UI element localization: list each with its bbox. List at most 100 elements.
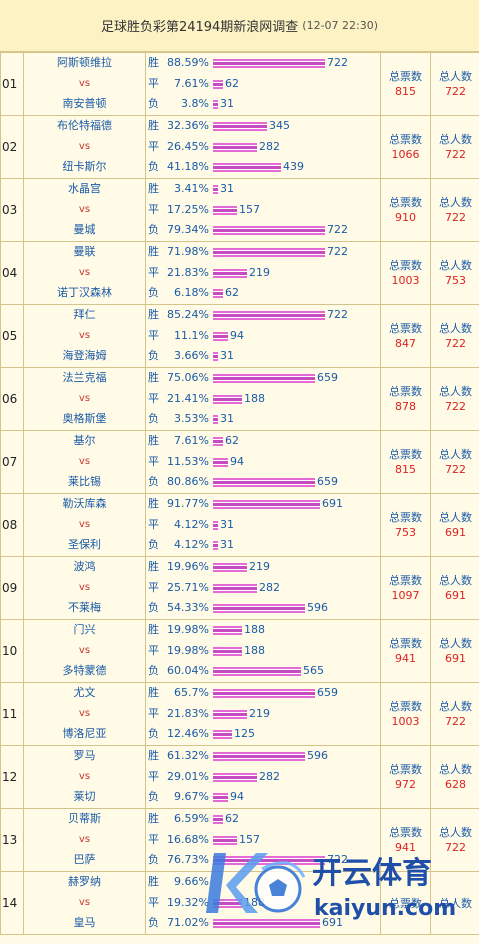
home-team[interactable]: 罗马: [73, 749, 96, 763]
stat-row-draw: 平 4.12% 31: [148, 515, 380, 536]
home-team[interactable]: 尤文: [73, 686, 96, 700]
match-teams: 布伦特福德 vs 纽卡斯尔: [23, 115, 146, 179]
home-team[interactable]: 赫罗纳: [68, 875, 101, 889]
stat-count-loss: 94: [230, 790, 244, 804]
stat-label-loss: 负: [148, 853, 159, 867]
stat-percent-win: 19.98%: [167, 623, 209, 637]
total-people-label: 总人数: [439, 385, 472, 398]
home-team[interactable]: 基尔: [73, 434, 96, 448]
match-row: 09 波鸿 vs 不莱梅 胜 19.96% 219 平 25.71% 282 负 54.33% 596 总…: [0, 556, 479, 620]
stat-percent-draw: 26.45%: [167, 139, 209, 153]
stat-count-win: 62: [225, 812, 239, 826]
away-team[interactable]: 博洛尼亚: [62, 727, 107, 741]
away-team[interactable]: 海登海姆: [62, 349, 107, 363]
home-team[interactable]: 拜仁: [73, 308, 96, 322]
total-people-label: 总人数: [439, 826, 472, 839]
stat-row-win: 胜 91.77% 691: [148, 494, 380, 515]
survey-time: (12-07 22:30): [302, 19, 379, 32]
stat-bar-draw: [213, 835, 237, 845]
vs-label: vs: [78, 833, 91, 845]
stat-row-win: 胜 85.24% 722: [148, 305, 380, 326]
total-votes-value: 847: [395, 337, 416, 350]
match-row: 07 基尔 vs 莱比锡 胜 7.61% 62 平 11.53% 94 负 80.86% 659 总票数 8…: [0, 430, 479, 494]
stat-label-loss: 负: [148, 601, 159, 615]
away-team[interactable]: 圣保利: [68, 538, 101, 552]
away-team[interactable]: 诺丁汉森林: [57, 286, 112, 300]
total-people-cell: 总人数 722: [430, 178, 479, 242]
stat-row-loss: 负 79.34% 722: [148, 220, 380, 241]
stat-label-draw: 平: [148, 265, 159, 279]
stat-row-win: 胜 7.61% 62: [148, 431, 380, 452]
match-teams: 尤文 vs 博洛尼亚: [23, 682, 146, 746]
stat-row-win: 胜 19.98% 188: [148, 620, 380, 641]
match-number: 13: [0, 808, 24, 872]
stat-count-draw: 188: [244, 643, 265, 657]
stat-bar-win: [213, 311, 325, 320]
stat-row-loss: 负 3.66% 31: [148, 346, 380, 367]
home-team[interactable]: 水晶宫: [68, 182, 101, 196]
stat-count-loss: 691: [322, 916, 343, 930]
total-people-value: 691: [445, 589, 466, 602]
match-row: 04 曼联 vs 诺丁汉森林 胜 71.98% 722 平 21.83% 219 负 6.18% 62 总…: [0, 241, 479, 305]
stat-bar-loss: [213, 352, 218, 361]
vs-label: vs: [78, 770, 91, 782]
watermark-logo: 开云体育 kaiyun.com: [206, 853, 456, 921]
match-row: 08 勒沃库森 vs 圣保利 胜 91.77% 691 平 4.12% 31 负 4.12% 31 总票数…: [0, 493, 479, 557]
stat-row-win: 胜 75.06% 659: [148, 368, 380, 389]
stat-label-draw: 平: [148, 202, 159, 216]
stat-bar-win: [213, 59, 325, 68]
stat-label-draw: 平: [148, 895, 159, 909]
stat-label-loss: 负: [148, 286, 159, 300]
stat-bar-win: [213, 248, 325, 257]
total-people-label: 总人数: [439, 637, 472, 650]
stat-count-win: 219: [249, 560, 270, 574]
away-team[interactable]: 不莱梅: [68, 601, 101, 615]
away-team[interactable]: 莱比锡: [68, 475, 101, 489]
away-team[interactable]: 奥格斯堡: [62, 412, 107, 426]
stat-percent-loss: 79.34%: [167, 223, 209, 237]
stat-row-draw: 平 21.41% 188: [148, 389, 380, 410]
total-votes-label: 总票数: [389, 448, 422, 461]
stat-count-loss: 722: [327, 223, 348, 237]
stat-percent-draw: 11.1%: [174, 328, 209, 342]
stat-percent-loss: 41.18%: [167, 160, 209, 174]
home-team[interactable]: 布伦特福德: [57, 119, 112, 133]
total-votes-cell: 总票数 941: [380, 619, 431, 683]
home-team[interactable]: 阿斯顿维拉: [57, 56, 112, 70]
stat-percent-win: 61.32%: [167, 749, 209, 763]
stat-bar-loss: [213, 604, 305, 613]
match-number: 04: [0, 241, 24, 305]
vs-label: vs: [78, 518, 91, 530]
home-team[interactable]: 贝蒂斯: [68, 812, 101, 826]
match-teams: 拜仁 vs 海登海姆: [23, 304, 146, 368]
stat-bar-draw: [213, 898, 242, 908]
away-team[interactable]: 纽卡斯尔: [62, 160, 107, 174]
match-teams: 波鸿 vs 不莱梅: [23, 556, 146, 620]
away-team[interactable]: 皇马: [73, 916, 96, 930]
total-votes-value: 1097: [391, 589, 420, 602]
stat-bar-loss: [213, 163, 281, 172]
stat-percent-loss: 4.12%: [174, 538, 209, 552]
stat-percent-win: 85.24%: [167, 308, 209, 322]
total-people-value: 722: [445, 400, 466, 413]
home-team[interactable]: 法兰克福: [62, 371, 107, 385]
home-team[interactable]: 门兴: [73, 623, 96, 637]
away-team[interactable]: 莱切: [73, 790, 96, 804]
away-team[interactable]: 巴萨: [73, 853, 96, 867]
home-team[interactable]: 勒沃库森: [62, 497, 107, 511]
stat-count-win: 188: [244, 623, 265, 637]
stat-label-win: 胜: [148, 686, 159, 700]
match-stats: 胜 88.59% 722 平 7.61% 62 负 3.8% 31: [145, 52, 381, 116]
stat-count-win: 722: [327, 308, 348, 322]
total-votes-label: 总票数: [389, 70, 422, 83]
away-team[interactable]: 曼城: [73, 223, 96, 237]
stat-count-loss: 31: [220, 538, 234, 552]
away-team[interactable]: 南安普顿: [62, 97, 107, 111]
away-team[interactable]: 多特蒙德: [62, 664, 107, 678]
stat-percent-loss: 3.8%: [181, 97, 209, 111]
stat-row-draw: 平 17.25% 157: [148, 200, 380, 221]
home-team[interactable]: 曼联: [73, 245, 96, 259]
stat-count-loss: 31: [220, 97, 234, 111]
home-team[interactable]: 波鸿: [73, 560, 96, 574]
stat-bar-loss: [213, 415, 218, 424]
